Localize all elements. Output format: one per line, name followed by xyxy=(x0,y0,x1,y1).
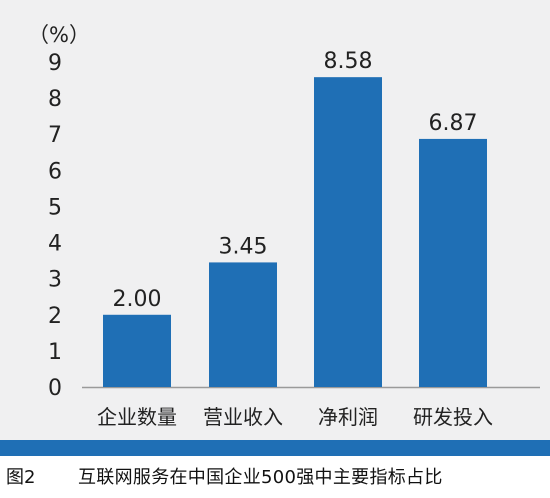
category-label: 研发投入 xyxy=(413,405,493,429)
y-tick-label: 4 xyxy=(48,232,62,257)
bar-chart: （%） 0 1 2 3 4 5 6 7 8 9 2.00 3.45 8.58 6.87 企业数量 营业收入… xyxy=(28,23,540,429)
y-tick-label: 1 xyxy=(48,340,62,365)
y-tick-label: 5 xyxy=(48,195,62,220)
bar xyxy=(209,262,277,387)
y-axis-ticks: 0 1 2 3 4 5 6 7 8 9 xyxy=(48,51,62,401)
category-label: 营业收入 xyxy=(203,405,283,429)
bar xyxy=(103,314,171,387)
y-tick-label: 9 xyxy=(48,51,62,76)
category-labels: 企业数量 营业收入 净利润 研发投入 xyxy=(97,405,493,429)
caption-figure-number: 图2 xyxy=(6,467,36,488)
y-tick-label: 3 xyxy=(48,268,62,293)
y-tick-label: 2 xyxy=(48,304,62,329)
y-tick-label: 8 xyxy=(48,87,62,112)
bar xyxy=(419,138,487,387)
category-label: 企业数量 xyxy=(97,405,177,429)
bar xyxy=(314,77,382,388)
value-label: 6.87 xyxy=(429,111,478,136)
caption-divider-band xyxy=(0,440,550,456)
value-label: 3.45 xyxy=(219,234,268,259)
y-tick-label: 6 xyxy=(48,159,62,184)
y-tick-label: 7 xyxy=(48,123,62,148)
caption-title: 互联网服务在中国企业500强中主要指标占比 xyxy=(78,467,443,488)
value-labels: 2.00 3.45 8.58 6.87 xyxy=(113,49,478,312)
y-tick-label: 0 xyxy=(48,376,62,401)
y-axis-unit-label: （%） xyxy=(28,23,90,47)
plot-panel: （%） 0 1 2 3 4 5 6 7 8 9 2.00 3.45 8.58 6.87 企业数量 营业收入… xyxy=(0,0,550,440)
category-label: 净利润 xyxy=(318,405,378,429)
figure-caption: 图2 互联网服务在中国企业500强中主要指标占比 xyxy=(0,458,550,498)
bars xyxy=(103,77,487,388)
value-label: 8.58 xyxy=(324,49,373,74)
value-label: 2.00 xyxy=(113,287,162,312)
